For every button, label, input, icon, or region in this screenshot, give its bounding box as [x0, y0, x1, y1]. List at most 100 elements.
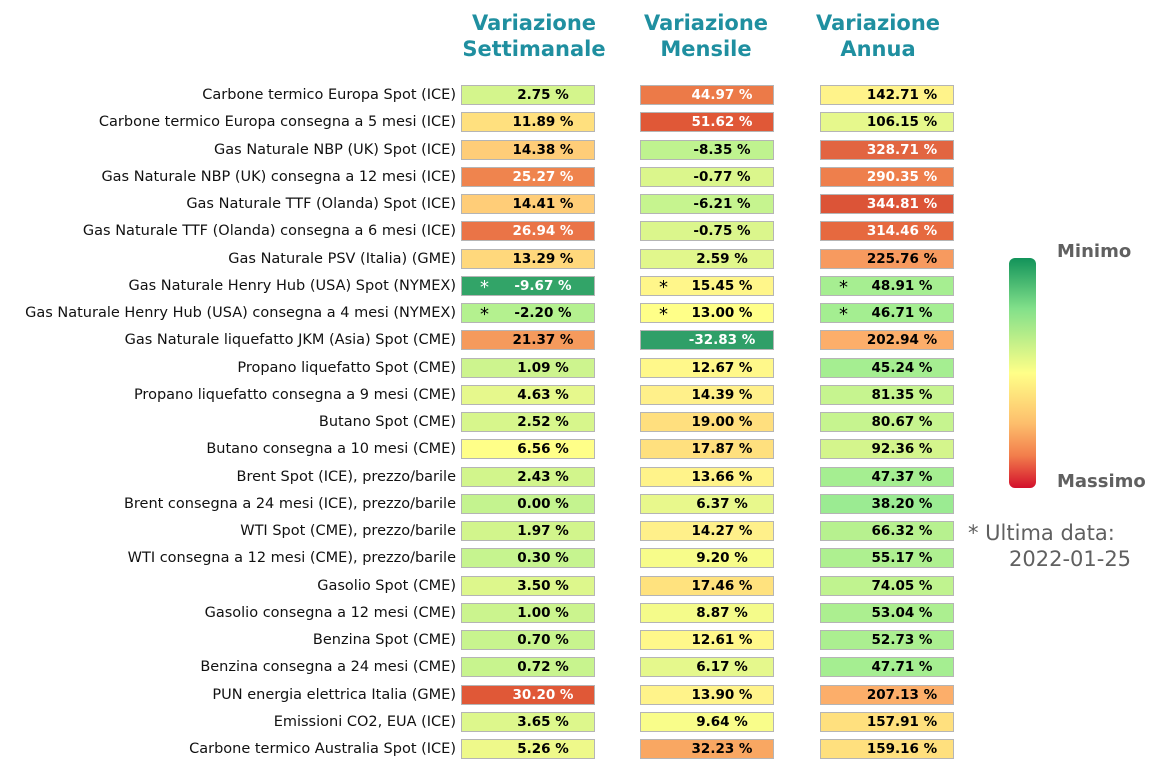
heatmap-cell-mensile: 14.39 % — [640, 385, 774, 405]
cell-value: 0.00 % — [517, 496, 569, 512]
heatmap-cell-settimanale: 21.37 % — [461, 330, 595, 350]
cell-value: 74.05 % — [871, 578, 933, 594]
row-label: Brent consegna a 24 mesi (ICE), prezzo/b… — [123, 496, 456, 512]
heatmap-cell-annua: 74.05 % — [820, 576, 954, 596]
heatmap-cell-annua: 47.71 % — [820, 657, 954, 677]
cell-value: 142.71 % — [866, 87, 938, 103]
cell-value: 1.97 % — [517, 523, 569, 539]
heatmap-cell-annua: * 48.91 % — [820, 276, 954, 297]
last-date-value: 2022-01-25 — [1009, 547, 1132, 571]
heatmap-cell-mensile: 8.87 % — [640, 603, 774, 623]
cell-value: 2.59 % — [696, 251, 748, 267]
cell-value: 328.71 % — [866, 142, 938, 158]
cell-value: 2.43 % — [517, 469, 569, 485]
row-label: Carbone termico Europa Spot (ICE) — [202, 87, 456, 103]
cell-value: 2.75 % — [517, 87, 569, 103]
heatmap-cell-settimanale: 2.75 % — [461, 85, 595, 105]
heatmap-cell-mensile: 9.20 % — [640, 548, 774, 568]
row-label: Carbone termico Australia Spot (ICE) — [189, 741, 456, 757]
heatmap-cell-mensile: 44.97 % — [640, 85, 774, 105]
heatmap-cell-settimanale: 3.65 % — [461, 712, 595, 732]
heatmap-cell-annua: 290.35 % — [820, 167, 954, 187]
cell-value: 14.27 % — [691, 523, 753, 539]
heatmap-cell-mensile: 19.00 % — [640, 412, 774, 432]
cell-value: 17.87 % — [691, 441, 753, 457]
cell-value: 46.71 % — [871, 305, 933, 321]
cell-value: 11.89 % — [512, 114, 574, 130]
row-label: WTI consegna a 12 mesi (CME), prezzo/bar… — [127, 550, 456, 566]
cell-value: 1.00 % — [517, 605, 569, 621]
heatmap-cell-annua: 328.71 % — [820, 140, 954, 160]
cell-value: 159.16 % — [866, 741, 938, 757]
cell-value: 55.17 % — [871, 550, 933, 566]
heatmap-cell-annua: 314.46 % — [820, 221, 954, 241]
cell-value: 0.72 % — [517, 659, 569, 675]
cell-value: 47.37 % — [871, 469, 933, 485]
cell-value: 21.37 % — [512, 332, 574, 348]
cell-value: 314.46 % — [866, 223, 938, 239]
cell-value: 290.35 % — [866, 169, 938, 185]
heatmap-cell-annua: 53.04 % — [820, 603, 954, 623]
cell-value: 3.65 % — [517, 714, 569, 730]
cell-value: 225.76 % — [866, 251, 938, 267]
heatmap-cell-mensile: 51.62 % — [640, 112, 774, 132]
heatmap-cell-settimanale: 0.00 % — [461, 494, 595, 514]
cell-value: 3.50 % — [517, 578, 569, 594]
cell-value: 47.71 % — [871, 659, 933, 675]
heatmap-cell-mensile: -0.75 % — [640, 221, 774, 241]
heatmap-cell-mensile: 9.64 % — [640, 712, 774, 732]
column-header-annua: Variazione Annua — [815, 11, 941, 61]
cell-value: 45.24 % — [871, 360, 933, 376]
cell-value: 5.26 % — [517, 741, 569, 757]
heatmap-cell-settimanale: * -9.67 % — [461, 276, 595, 298]
cell-value: -0.75 % — [693, 223, 751, 239]
row-label: Gas Naturale TTF (Olanda) Spot (ICE) — [186, 196, 456, 212]
heatmap-cell-settimanale: 6.56 % — [461, 439, 595, 459]
cell-value: 6.37 % — [696, 496, 748, 512]
legend-min-label: Minimo — [1057, 241, 1132, 262]
heatmap-cell-mensile: 32.23 % — [640, 739, 774, 759]
row-label: Butano Spot (CME) — [318, 414, 456, 430]
heatmap-cell-annua: 157.91 % — [820, 712, 954, 732]
row-label: Gasolio consegna a 12 mesi (CME) — [204, 605, 456, 621]
row-label: Gas Naturale Henry Hub (USA) consegna a … — [25, 305, 456, 321]
cell-value: 12.61 % — [691, 632, 753, 648]
cell-value: 13.29 % — [512, 251, 574, 267]
cell-value: 17.46 % — [691, 578, 753, 594]
cell-value: 19.00 % — [691, 414, 753, 430]
cell-value: 32.23 % — [691, 741, 753, 757]
row-label: WTI Spot (CME), prezzo/barile — [240, 523, 456, 539]
heatmap-cell-settimanale: 14.41 % — [461, 194, 595, 214]
heatmap-cell-settimanale: * -2.20 % — [461, 303, 595, 325]
heatmap-cell-settimanale: 1.00 % — [461, 603, 595, 623]
latest-date-star-icon: * — [480, 277, 489, 298]
heatmap-cell-settimanale: 13.29 % — [461, 249, 595, 269]
cell-value: 13.66 % — [691, 469, 753, 485]
heatmap-cell-settimanale: 1.97 % — [461, 521, 595, 541]
heatmap-cell-annua: 55.17 % — [820, 548, 954, 568]
row-label: Gas Naturale NBP (UK) Spot (ICE) — [214, 142, 456, 158]
heatmap-cell-settimanale: 2.43 % — [461, 467, 595, 487]
heatmap-cell-mensile: 6.37 % — [640, 494, 774, 514]
cell-value: 202.94 % — [866, 332, 938, 348]
cell-value: 0.70 % — [517, 632, 569, 648]
heatmap-cell-mensile: * 15.45 % — [640, 276, 774, 298]
cell-value: 344.81 % — [866, 196, 938, 212]
row-label: PUN energia elettrica Italia (GME) — [212, 687, 456, 703]
heatmap-cell-annua: 47.37 % — [820, 467, 954, 487]
row-label: Gas Naturale NBP (UK) consegna a 12 mesi… — [101, 169, 456, 185]
heatmap-cell-settimanale: 1.09 % — [461, 358, 595, 378]
heatmap-cell-mensile: 2.59 % — [640, 249, 774, 269]
legend-max-label: Massimo — [1057, 471, 1146, 492]
heatmap-cell-mensile: -8.35 % — [640, 140, 774, 160]
cell-value: 12.67 % — [691, 360, 753, 376]
heatmap-cell-settimanale: 0.72 % — [461, 657, 595, 677]
heatmap-cell-mensile: -32.83 % — [640, 330, 774, 350]
latest-date-star-icon: * — [480, 304, 489, 325]
heatmap-cell-mensile: 12.61 % — [640, 630, 774, 650]
latest-date-star-icon: * — [659, 277, 668, 298]
cell-value: 48.91 % — [871, 278, 933, 294]
cell-value: 51.62 % — [691, 114, 753, 130]
heatmap-cell-settimanale: 4.63 % — [461, 385, 595, 405]
row-label: Gas Naturale TTF (Olanda) consegna a 6 m… — [82, 223, 456, 239]
